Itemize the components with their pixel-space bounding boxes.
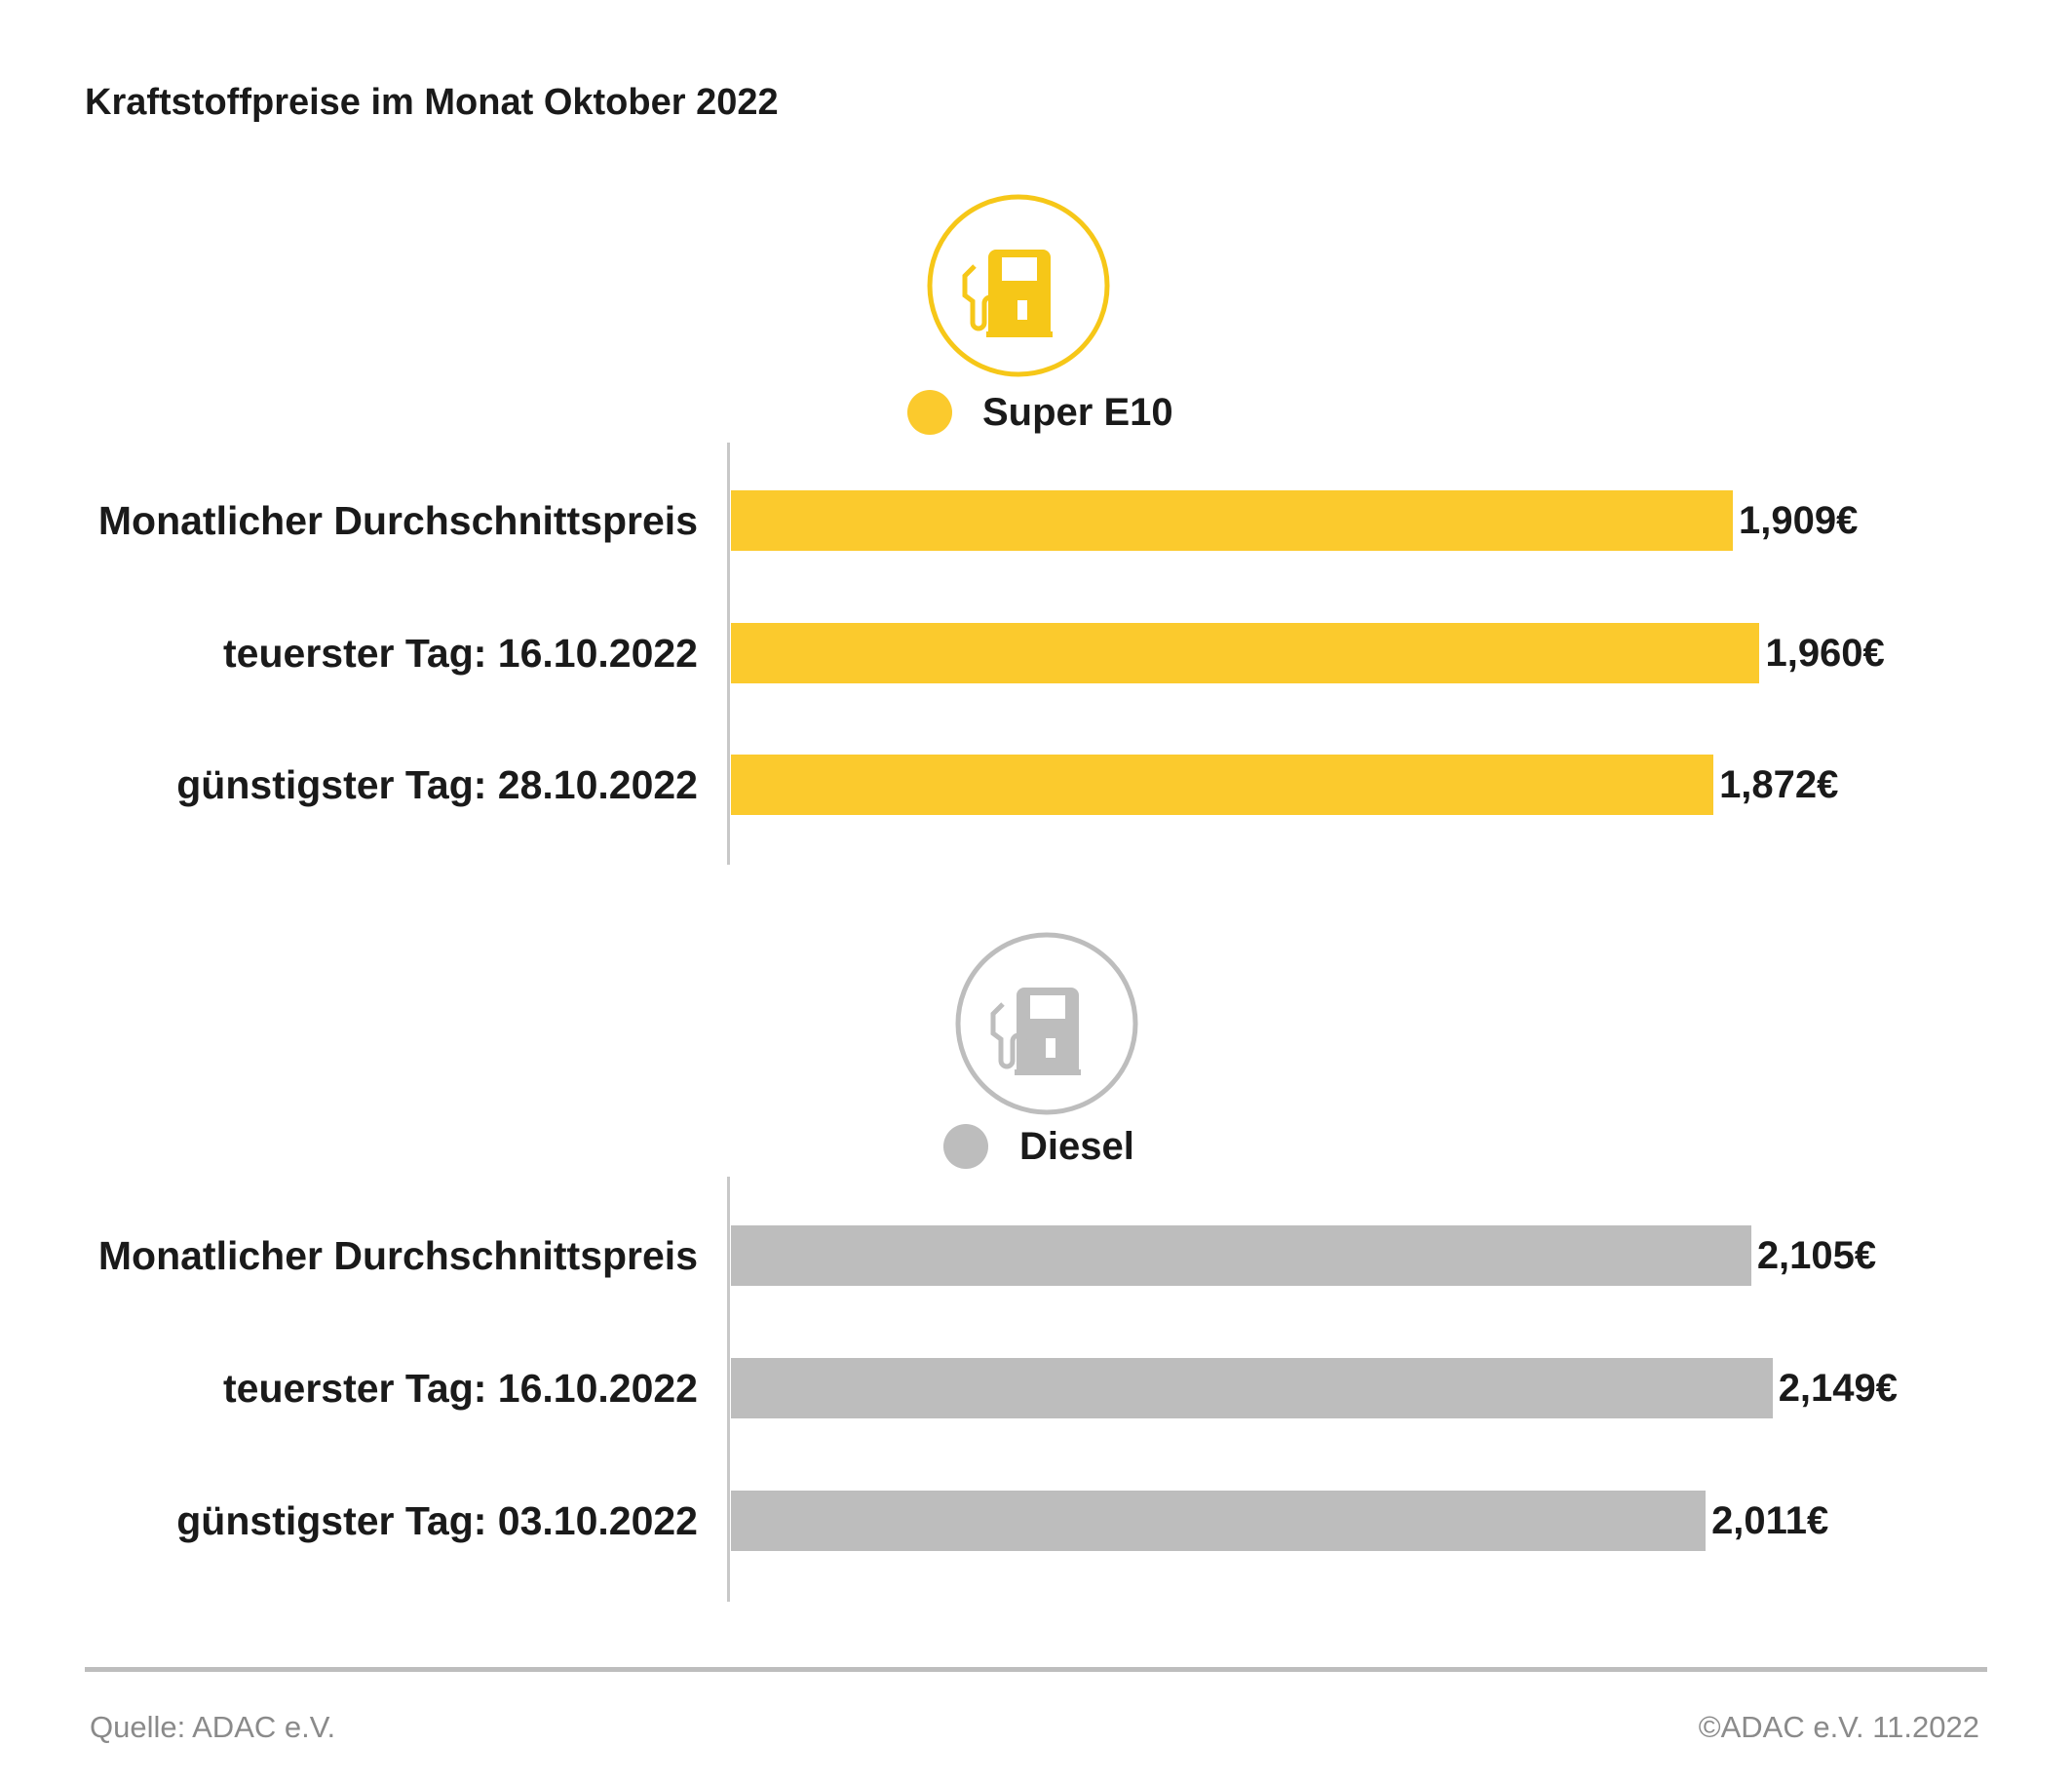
legend-dot-diesel	[943, 1124, 988, 1169]
category-label: teuerster Tag: 16.10.2022	[223, 631, 698, 676]
value-label: 2,011€	[1711, 1499, 1829, 1542]
legend-dot-super-e10	[907, 390, 952, 435]
bar-diesel	[731, 1225, 1751, 1286]
category-label: Monatlicher Durchschnittspreis	[97, 1233, 698, 1278]
bar-super-e10	[731, 490, 1733, 551]
value-label: 1,909€	[1738, 499, 1859, 542]
value-label: 2,149€	[1778, 1367, 1899, 1410]
bar-super-e10	[731, 623, 1760, 683]
value-label: 1,960€	[1765, 632, 1885, 675]
bar-diesel	[731, 1358, 1773, 1418]
copyright-note: ©ADAC e.V. 11.2022	[1698, 1710, 1979, 1744]
footer-divider	[85, 1667, 1987, 1672]
value-label: 2,105€	[1756, 1234, 1877, 1277]
category-label: günstigster Tag: 03.10.2022	[176, 1498, 698, 1543]
category-label: teuerster Tag: 16.10.2022	[223, 1366, 698, 1411]
legend-label-super-e10: Super E10	[982, 391, 1173, 434]
axis-line-diesel	[727, 1177, 730, 1602]
axis-line-super-e10	[727, 443, 730, 865]
source-note: Quelle: ADAC e.V.	[90, 1710, 336, 1744]
legend-label-diesel: Diesel	[1019, 1125, 1134, 1168]
category-label: günstigster Tag: 28.10.2022	[176, 762, 698, 807]
bar-diesel	[731, 1491, 1707, 1551]
bar-super-e10	[731, 755, 1714, 815]
category-label: Monatlicher Durchschnittspreis	[97, 498, 698, 543]
chart-title: Kraftstoffpreise im Monat Oktober 2022	[85, 82, 779, 123]
fuel-pump-icon	[955, 932, 1138, 1115]
value-label: 1,872€	[1719, 763, 1839, 806]
fuel-pump-icon	[927, 194, 1110, 377]
